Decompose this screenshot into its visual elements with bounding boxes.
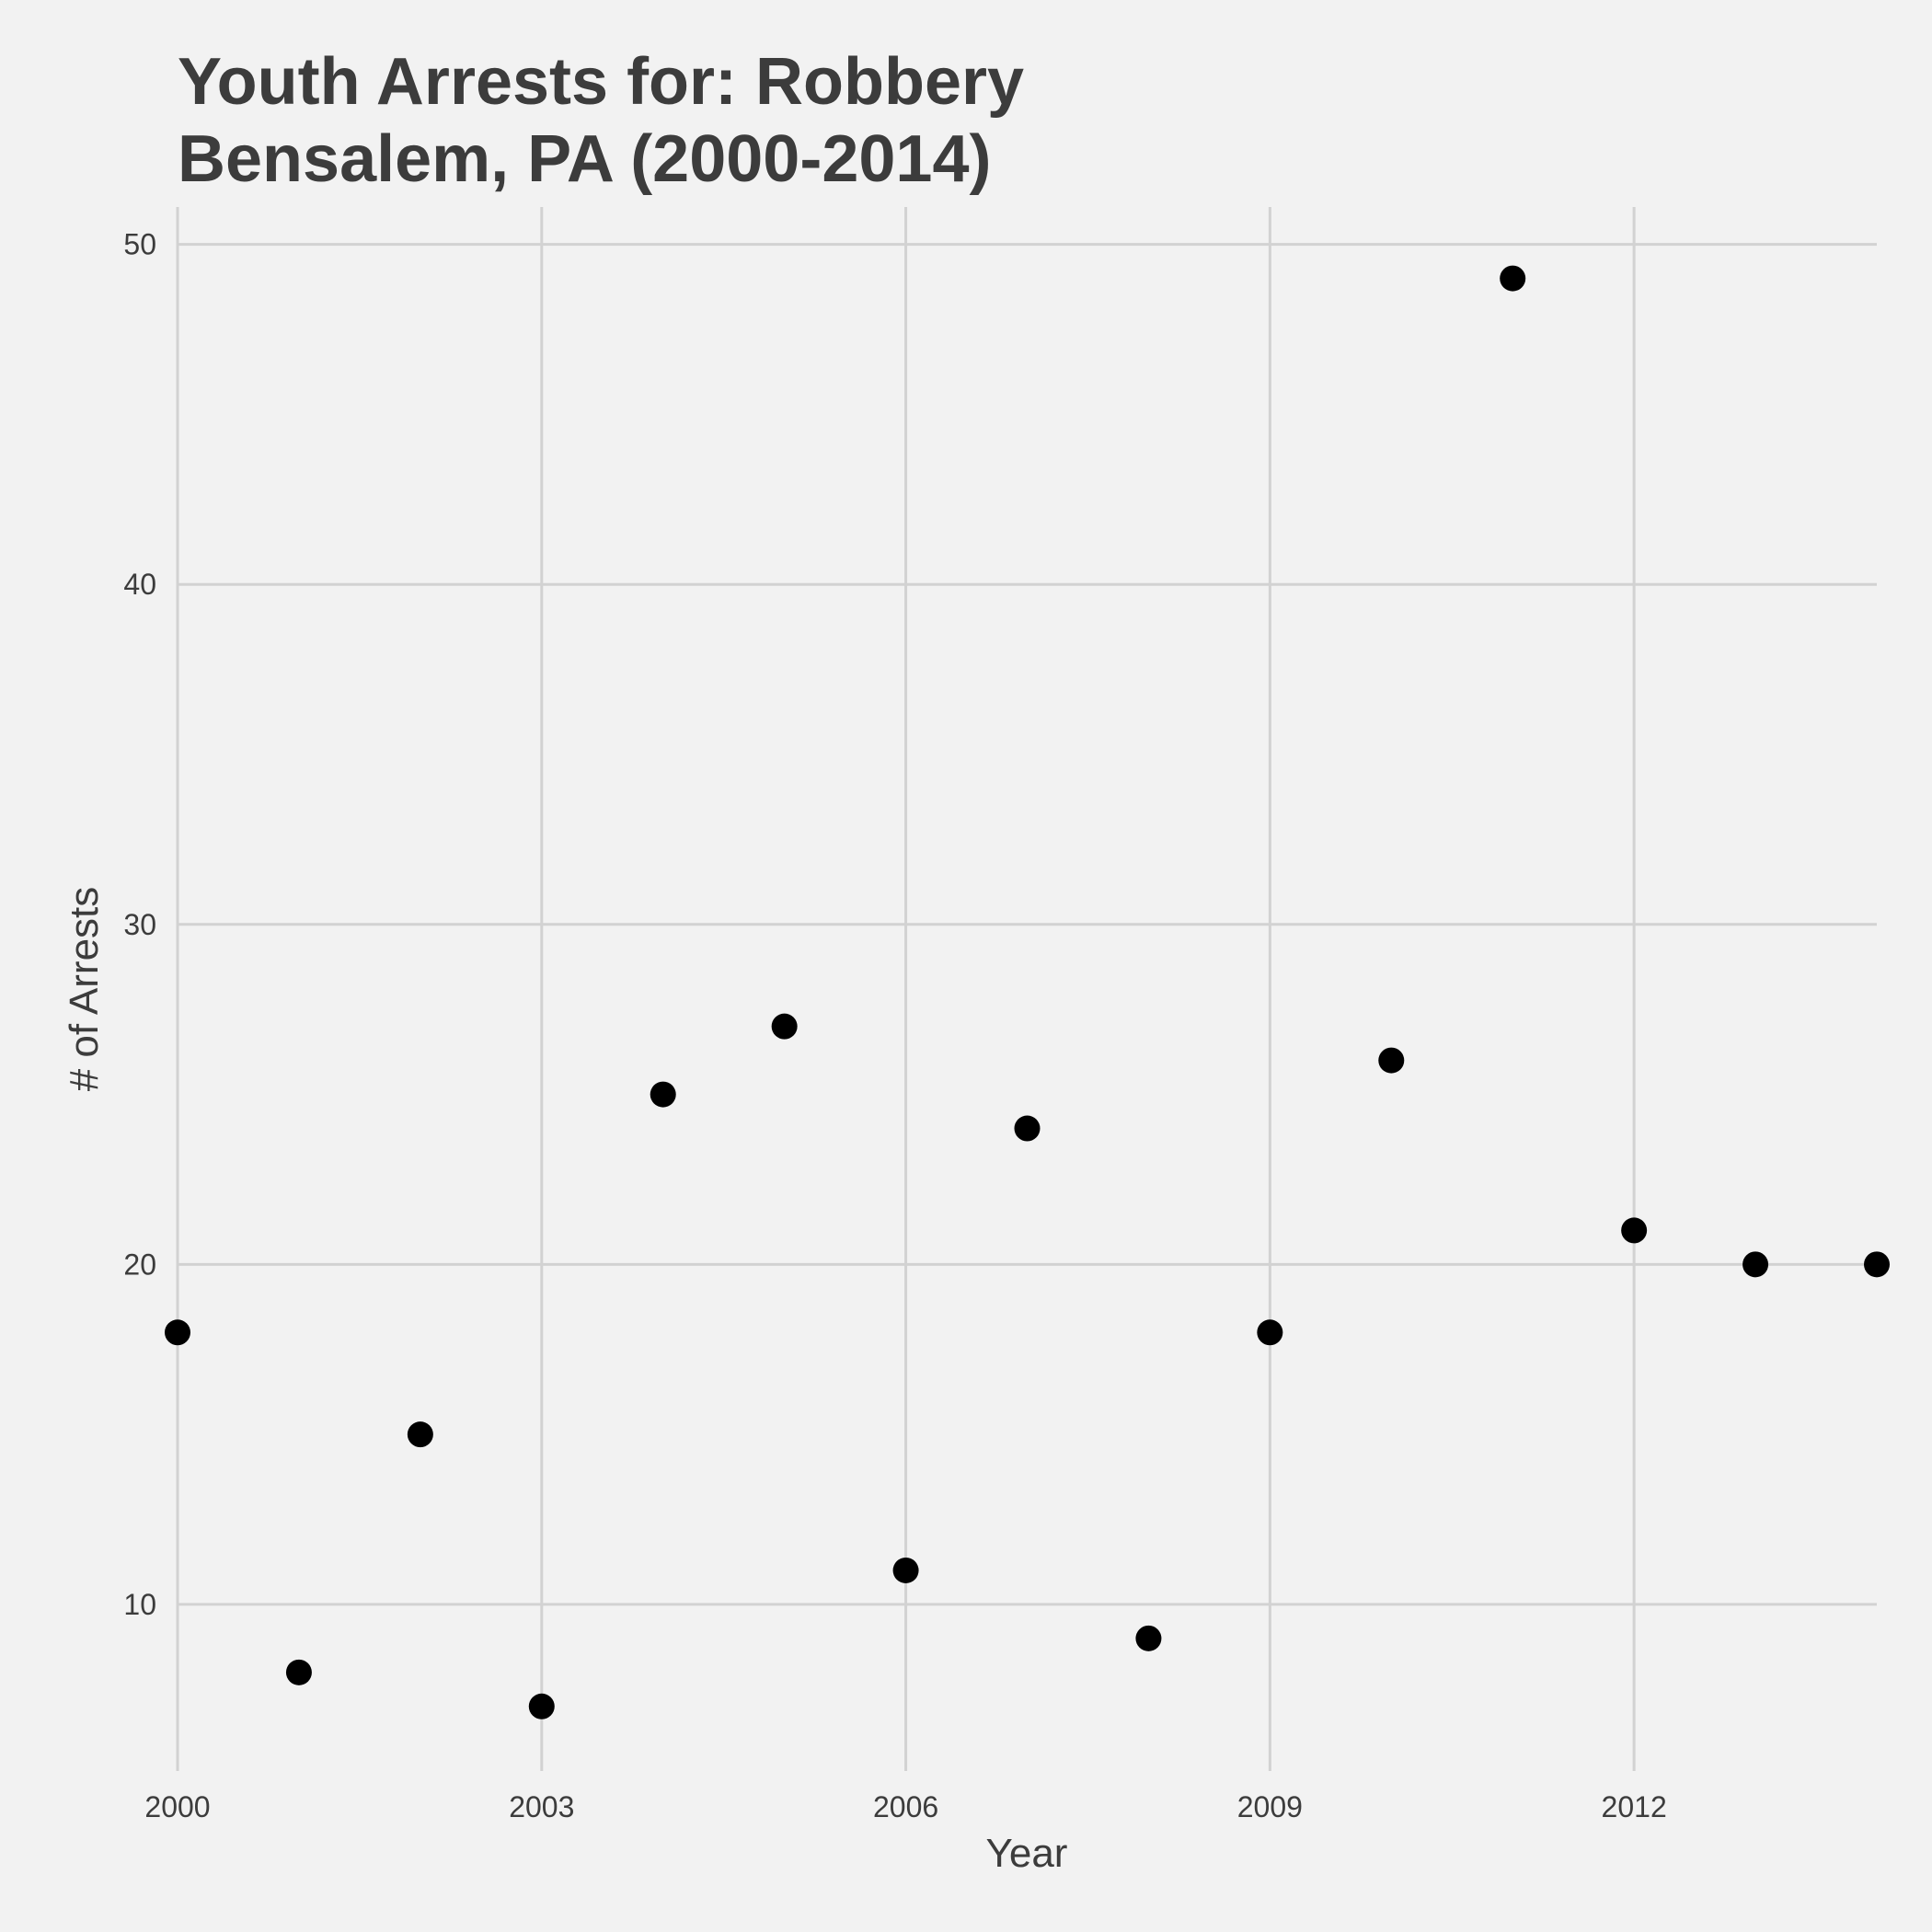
- x-axis-title: Year: [986, 1831, 1068, 1876]
- x-gridlines: [176, 207, 1636, 1771]
- y-tick-label: 50: [123, 228, 156, 261]
- data-point: [1378, 1047, 1405, 1074]
- chart-title-line-1: Youth Arrests for: Robbery: [178, 45, 1024, 119]
- x-tick-label: 2000: [144, 1790, 210, 1823]
- y-tick-label: 10: [123, 1588, 156, 1621]
- data-points: [165, 265, 1890, 1719]
- data-point: [1621, 1217, 1648, 1244]
- x-tick-label: 2009: [1237, 1790, 1303, 1823]
- x-tick-label: 2006: [873, 1790, 938, 1823]
- x-tick-labels: 2000 2003 2006 2009 2012: [144, 1790, 1666, 1823]
- data-point: [407, 1421, 433, 1448]
- data-point: [1500, 265, 1526, 292]
- y-tick-label: 30: [123, 908, 156, 941]
- data-point: [892, 1557, 919, 1583]
- data-point: [165, 1319, 190, 1346]
- data-point: [285, 1659, 312, 1685]
- data-point: [1257, 1319, 1283, 1346]
- data-point: [1864, 1251, 1890, 1278]
- x-tick-label: 2003: [509, 1790, 574, 1823]
- data-point: [650, 1081, 676, 1108]
- data-point: [771, 1013, 798, 1040]
- data-point: [1014, 1115, 1041, 1142]
- chart-title-line-2: Bensalem, PA (2000-2014): [178, 122, 991, 196]
- y-tick-labels: 10 20 30 40 50: [123, 228, 156, 1621]
- y-gridlines: [178, 243, 1877, 1606]
- data-point: [1742, 1251, 1769, 1278]
- y-tick-label: 40: [123, 568, 156, 601]
- y-axis-title: # of Arrests: [62, 887, 107, 1092]
- data-point: [528, 1693, 555, 1719]
- data-point: [1135, 1625, 1162, 1651]
- x-tick-label: 2012: [1602, 1790, 1667, 1823]
- y-tick-label: 20: [123, 1248, 156, 1281]
